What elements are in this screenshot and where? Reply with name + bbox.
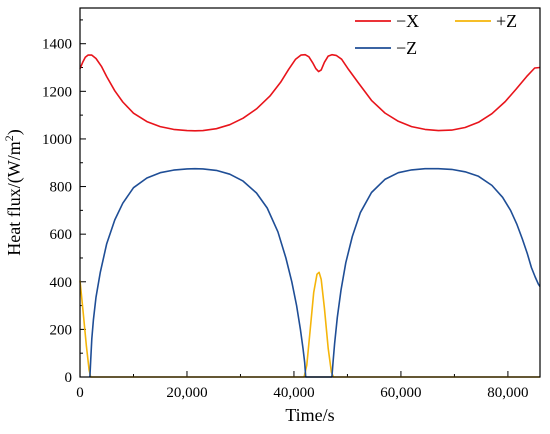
y-axis-title: Heat flux/(W/m2)	[2, 129, 25, 255]
y-tick-labels: 0 200 400 600 800 1000 1200 1400	[42, 37, 72, 386]
legend-label-minus-z: −Z	[396, 38, 417, 58]
y-axis-title-close: )	[4, 129, 25, 135]
y-tick-label: 0	[65, 370, 73, 386]
y-tick-label: 600	[50, 227, 73, 243]
y-tick-label: 1000	[42, 132, 72, 148]
y-tick-label: 200	[50, 322, 73, 338]
series-layer	[79, 53, 541, 378]
x-tick-label: 0	[76, 385, 84, 401]
y-tick-label: 1200	[42, 84, 72, 100]
x-tick-labels: 0 20,000 40,000 60,000 80,000	[76, 385, 528, 401]
y-axis-title-superscript: 2	[2, 135, 16, 141]
legend-label-minus-x: −X	[396, 11, 419, 31]
series-line-plus-z	[79, 271, 540, 378]
series-line-minus-x	[79, 53, 541, 132]
series-line-minus-z	[89, 167, 541, 378]
x-tick-label: 40,000	[273, 385, 314, 401]
axis-ticks	[79, 19, 509, 378]
y-tick-label: 800	[50, 180, 73, 196]
x-tick-label: 80,000	[487, 385, 528, 401]
y-tick-label: 400	[50, 275, 73, 291]
plot-frame	[79, 7, 541, 378]
y-axis-title-main: Heat flux/(W/m	[4, 141, 25, 255]
x-axis-title: Time/s	[285, 405, 334, 425]
x-tick-label: 20,000	[166, 385, 207, 401]
x-tick-label: 60,000	[380, 385, 421, 401]
legend-label-plus-z: +Z	[496, 11, 517, 31]
legend: −X +Z −Z	[355, 11, 517, 58]
y-tick-label: 1400	[42, 37, 72, 53]
